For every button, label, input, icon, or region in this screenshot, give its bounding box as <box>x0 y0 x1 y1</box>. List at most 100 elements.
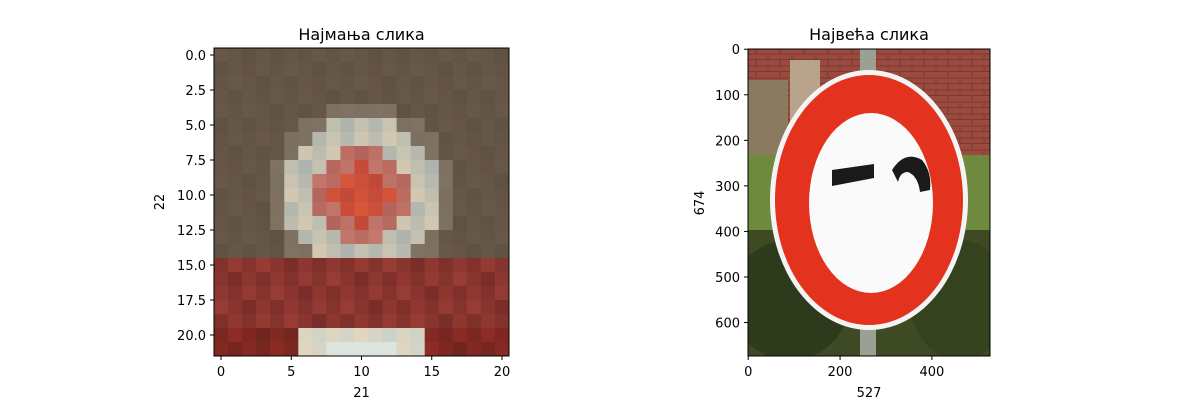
image-pixel <box>242 118 257 133</box>
image-pixel <box>452 118 468 133</box>
image-pixel <box>480 90 496 105</box>
image-pixel <box>298 174 313 189</box>
image-pixel <box>312 146 327 161</box>
image-pixel <box>242 342 257 356</box>
image-pixel <box>438 48 454 63</box>
image-pixel <box>312 286 327 301</box>
image-pixel <box>228 216 243 231</box>
image-pixel <box>410 286 426 301</box>
image-pixel <box>284 174 299 189</box>
image-pixel <box>452 300 468 315</box>
image-pixel <box>480 286 496 301</box>
image-pixel <box>354 62 370 77</box>
image-pixel <box>270 286 285 301</box>
image-pixel <box>494 76 509 91</box>
image-pixel <box>270 244 285 259</box>
pixel-image <box>214 48 509 356</box>
image-pixel <box>256 286 271 301</box>
image-pixel <box>438 146 454 161</box>
image-pixel <box>368 328 384 343</box>
image-pixel <box>326 258 342 273</box>
image-pixel <box>410 244 426 259</box>
image-pixel <box>396 132 412 147</box>
image-pixel <box>256 258 271 273</box>
image-pixel <box>424 48 440 63</box>
x-tick-label: 200 <box>828 365 853 380</box>
image-pixel <box>298 202 313 217</box>
image-pixel <box>410 118 426 133</box>
image-pixel <box>242 104 257 119</box>
image-pixel <box>382 314 398 329</box>
y-tick-label: 12.5 <box>177 224 206 239</box>
image-pixel <box>452 62 468 77</box>
image-pixel <box>438 230 454 245</box>
image-pixel <box>452 342 468 356</box>
image-pixel <box>228 48 243 63</box>
image-pixel <box>326 286 342 301</box>
image-pixel <box>256 342 271 356</box>
image-pixel <box>228 62 243 77</box>
image-pixel <box>214 328 229 343</box>
image-pixel <box>242 314 257 329</box>
image-pixel <box>480 244 496 259</box>
image-pixel <box>480 258 496 273</box>
image-pixel <box>466 230 482 245</box>
image-pixel <box>340 202 356 217</box>
image-pixel <box>228 286 243 301</box>
image-pixel <box>410 104 426 119</box>
image-pixel <box>354 230 370 245</box>
image-pixel <box>424 286 440 301</box>
image-pixel <box>340 286 356 301</box>
image-pixel <box>228 300 243 315</box>
image-pixel <box>438 132 454 147</box>
image-pixel <box>340 90 356 105</box>
image-pixel <box>452 90 468 105</box>
image-pixel <box>368 202 384 217</box>
image-pixel <box>354 314 370 329</box>
image-pixel <box>340 62 356 77</box>
image-pixel <box>256 174 271 189</box>
image-pixel <box>228 230 243 245</box>
image-pixel <box>480 104 496 119</box>
image-pixel <box>368 48 384 63</box>
image-pixel <box>424 300 440 315</box>
image-pixel <box>340 216 356 231</box>
image-pixel <box>298 328 313 343</box>
image-pixel <box>480 314 496 329</box>
image-pixel <box>242 146 257 161</box>
image-pixel <box>452 132 468 147</box>
image-pixel <box>466 188 482 203</box>
image-pixel <box>466 244 482 259</box>
image-pixel <box>452 230 468 245</box>
image-pixel <box>466 328 482 343</box>
image-pixel <box>270 132 285 147</box>
image-pixel <box>452 216 468 231</box>
image-pixel <box>284 286 299 301</box>
image-pixel <box>270 342 285 356</box>
image-pixel <box>354 48 370 63</box>
image-pixel <box>312 48 327 63</box>
image-pixel <box>312 202 327 217</box>
image-pixel <box>382 300 398 315</box>
image-pixel <box>214 314 229 329</box>
image-pixel <box>382 174 398 189</box>
image-pixel <box>270 258 285 273</box>
image-pixel <box>340 328 356 343</box>
image-pixel <box>424 146 440 161</box>
image-pixel <box>452 258 468 273</box>
image-pixel <box>410 258 426 273</box>
image-pixel <box>396 202 412 217</box>
image-pixel <box>256 244 271 259</box>
image-pixel <box>494 90 509 105</box>
image-pixel <box>466 342 482 356</box>
image-pixel <box>410 202 426 217</box>
image-pixel <box>424 216 440 231</box>
image-pixel <box>424 174 440 189</box>
image-pixel <box>340 272 356 287</box>
image-pixel <box>326 118 342 133</box>
image-pixel <box>438 286 454 301</box>
image-pixel <box>312 328 327 343</box>
image-pixel <box>242 328 257 343</box>
image-pixel <box>410 342 426 356</box>
image-pixel <box>424 160 440 175</box>
